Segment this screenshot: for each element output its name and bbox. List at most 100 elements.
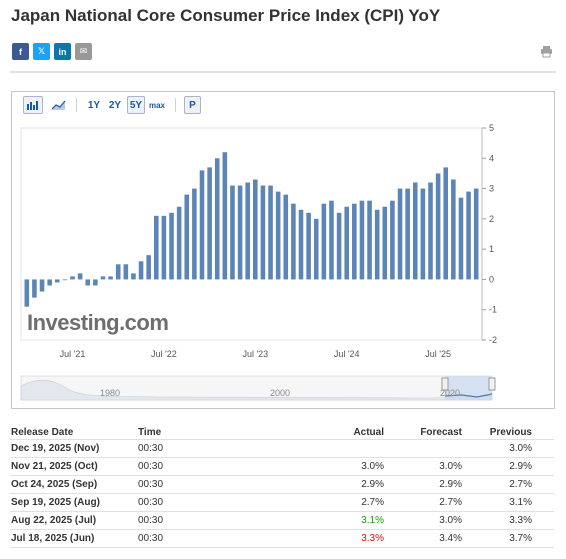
twitter-share-icon[interactable]: 𝕏	[33, 43, 50, 60]
facebook-share-icon[interactable]: f	[12, 43, 29, 60]
cpi-bar[interactable]	[54, 279, 60, 283]
cpi-bar[interactable]	[367, 200, 372, 280]
forecast-value: 3.4%	[439, 533, 462, 544]
cpi-bar[interactable]	[123, 264, 129, 280]
cpi-bar[interactable]	[192, 188, 197, 280]
cpi-bar[interactable]	[428, 182, 433, 280]
range-1y-button[interactable]: 1Y	[87, 99, 101, 111]
cpi-bar[interactable]	[374, 209, 380, 280]
cpi-bar[interactable]	[207, 167, 212, 280]
x-tick-label: Jul '23	[242, 349, 268, 359]
bar-chart-icon[interactable]	[23, 96, 43, 114]
navigator-year-label: 2000	[270, 388, 290, 398]
header-release-date[interactable]: Release Date	[11, 427, 74, 438]
navigator-handle[interactable]	[441, 377, 449, 391]
cpi-bar[interactable]	[298, 209, 304, 280]
p-button[interactable]: P	[184, 96, 201, 114]
cpi-bar[interactable]	[115, 264, 121, 280]
cpi-bar[interactable]	[458, 197, 464, 280]
cpi-bar[interactable]	[131, 273, 136, 280]
cpi-bar[interactable]	[390, 200, 395, 280]
cpi-bar[interactable]	[176, 206, 182, 280]
cpi-bar[interactable]	[336, 212, 342, 280]
email-share-icon[interactable]: ✉	[75, 43, 92, 60]
release-date: Nov 21, 2025 (Oct)	[11, 461, 98, 472]
previous-value: 3.3%	[509, 515, 532, 526]
table-header-row: Release Date Time Actual Forecast Previo…	[10, 424, 554, 440]
cpi-bar[interactable]	[199, 170, 205, 280]
cpi-bar[interactable]	[184, 194, 190, 280]
cpi-bar[interactable]	[108, 276, 113, 280]
y-tick-label: 2	[489, 214, 494, 224]
cpi-bar[interactable]	[39, 279, 45, 292]
chart-toolbar: 1Y 2Y 5Y max P	[12, 92, 554, 118]
cpi-bar[interactable]	[382, 206, 388, 280]
cpi-bar[interactable]	[451, 179, 456, 280]
cpi-bar[interactable]	[291, 203, 296, 280]
cpi-bar[interactable]	[24, 279, 30, 307]
cpi-bar[interactable]	[275, 191, 281, 280]
actual-value: 3.1%	[361, 515, 384, 526]
print-icon[interactable]	[540, 45, 553, 58]
x-tick-label: Jul '21	[60, 349, 86, 359]
cpi-bar[interactable]	[260, 185, 266, 280]
watermark-text: Investing.com	[27, 310, 169, 335]
chart-container: 1Y 2Y 5Y max P 5 4 3 2 1 0 -1 -2 Jul '21 Jul '22…	[11, 91, 555, 409]
cpi-bar[interactable]	[32, 279, 37, 298]
header-forecast[interactable]: Forecast	[420, 427, 462, 438]
range-max-button[interactable]: max	[148, 100, 165, 110]
x-tick-label: Jul '24	[334, 349, 360, 359]
y-tick-label: 0	[489, 274, 494, 284]
cpi-bar[interactable]	[100, 276, 106, 280]
cpi-bar[interactable]	[473, 188, 479, 280]
forecast-value: 2.9%	[439, 479, 462, 490]
cpi-bar[interactable]	[443, 167, 449, 280]
cpi-bar[interactable]	[359, 200, 365, 280]
header-time[interactable]: Time	[138, 427, 162, 438]
release-time: 00:30	[138, 479, 164, 490]
linkedin-share-icon[interactable]: in	[54, 43, 71, 60]
cpi-bar[interactable]	[161, 215, 167, 280]
cpi-bar[interactable]	[344, 206, 349, 280]
y-tick-label: 1	[489, 244, 494, 254]
cpi-bar[interactable]	[268, 185, 273, 280]
actual-value: 2.7%	[361, 497, 384, 508]
cpi-bar[interactable]	[93, 279, 98, 286]
cpi-bar[interactable]	[230, 185, 235, 280]
cpi-bar[interactable]	[47, 279, 52, 286]
cpi-bar[interactable]	[169, 212, 174, 280]
cpi-bar[interactable]	[154, 215, 159, 280]
cpi-bar[interactable]	[420, 188, 426, 280]
cpi-bar[interactable]	[62, 279, 68, 281]
cpi-bar[interactable]	[466, 191, 471, 280]
cpi-bar[interactable]	[214, 158, 220, 280]
cpi-bar[interactable]	[253, 179, 258, 280]
actual-value: 3.0%	[361, 461, 384, 472]
cpi-bar[interactable]	[146, 255, 151, 280]
cpi-bar[interactable]	[329, 200, 334, 280]
header-previous[interactable]: Previous	[489, 427, 532, 438]
area-chart-icon[interactable]	[49, 96, 69, 114]
cpi-bar[interactable]	[85, 279, 91, 286]
cpi-bar[interactable]	[321, 203, 327, 280]
cpi-bar[interactable]	[412, 182, 418, 280]
cpi-bar[interactable]	[77, 273, 83, 280]
cpi-bar[interactable]	[138, 261, 144, 280]
cpi-bar[interactable]	[245, 182, 250, 280]
cpi-bar[interactable]	[405, 188, 410, 280]
cpi-bar[interactable]	[352, 203, 357, 280]
cpi-bar[interactable]	[283, 194, 289, 280]
actual-value: 2.9%	[361, 479, 384, 490]
cpi-bar[interactable]	[222, 152, 228, 280]
cpi-bar[interactable]	[435, 173, 441, 280]
forecast-value: 3.0%	[439, 461, 462, 472]
range-2y-button[interactable]: 2Y	[108, 99, 122, 111]
cpi-bar[interactable]	[70, 276, 75, 280]
range-5y-button[interactable]: 5Y	[127, 96, 145, 114]
header-actual[interactable]: Actual	[353, 427, 384, 438]
cpi-bar[interactable]	[237, 185, 243, 280]
cpi-bar[interactable]	[306, 212, 311, 280]
cpi-bar[interactable]	[397, 188, 403, 280]
cpi-bar[interactable]	[313, 218, 319, 280]
navigator-handle[interactable]	[488, 377, 496, 391]
